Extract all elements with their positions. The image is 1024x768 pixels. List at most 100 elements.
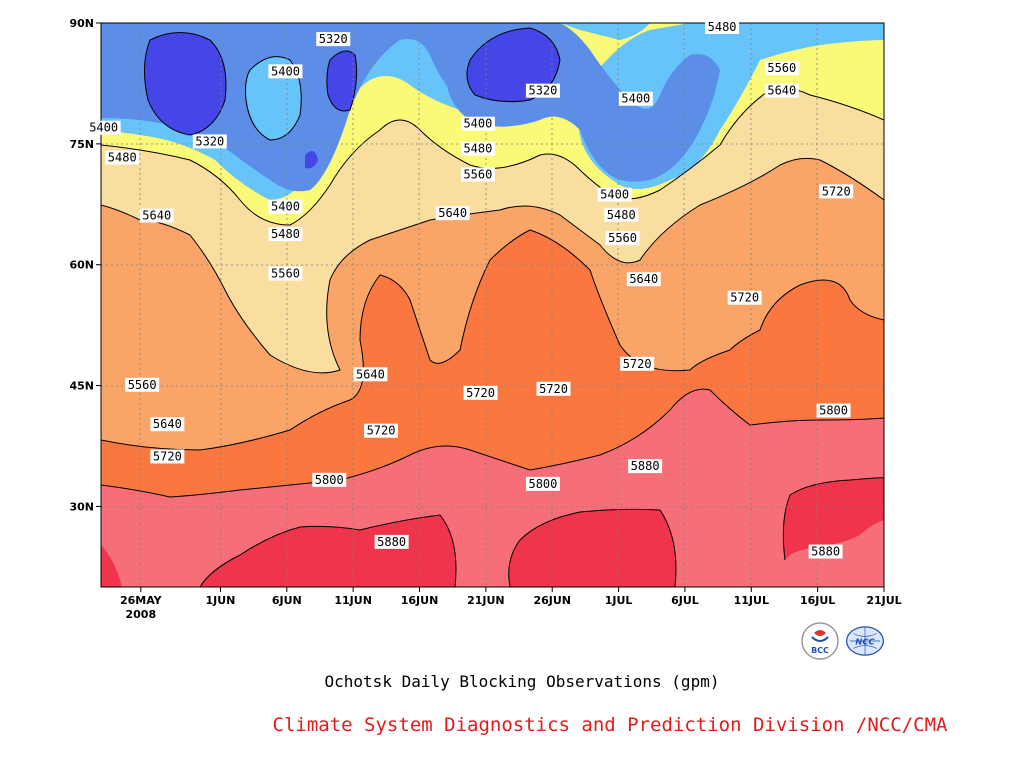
contour-label-box (618, 91, 653, 106)
contour-label: 5640 (438, 206, 467, 220)
contour-labels: 5320 5400 5400 5320 5480 5640 5400 5480 5560 5560… (86, 20, 854, 559)
contour-label: 5560 (128, 378, 157, 392)
bcc-logo: BCC (801, 622, 839, 660)
plot-area (101, 23, 884, 587)
contour-label: 5640 (356, 367, 385, 381)
contour-label: 5400 (89, 121, 118, 135)
contour-label-box (764, 61, 799, 76)
contour-label: 5400 (271, 64, 300, 78)
contour-label: 5640 (629, 272, 658, 286)
contour-label: 5880 (631, 459, 660, 473)
y-tick-label: 90N (69, 17, 94, 30)
x-tick-label: 1JUN (205, 594, 235, 607)
contour-label: 5560 (463, 167, 492, 181)
grid-lines (101, 23, 884, 587)
x-tick-label: 26JUN (533, 594, 571, 607)
band-gt-5880-c (783, 477, 884, 560)
contour-label-box (604, 207, 639, 222)
band-gt-5880-a (200, 515, 456, 587)
contour-label-box (353, 367, 388, 382)
contour-label-box (150, 417, 185, 432)
contour-label: 5800 (315, 473, 344, 487)
bcc-logo-text: BCC (811, 646, 829, 655)
contour-label-box (268, 266, 303, 281)
contour-label: 5880 (377, 535, 406, 549)
x-tick-label: 21JUN (467, 594, 505, 607)
contour-label-box (374, 534, 409, 549)
contour-label-box (312, 472, 347, 487)
contour-label: 5720 (539, 382, 568, 396)
contour-label: 5640 (767, 84, 796, 98)
contour-label-box (460, 141, 495, 156)
contour-label: 5320 (528, 84, 557, 98)
contour-lines (101, 27, 884, 587)
band-lt-5320-a (144, 32, 226, 135)
band-lt-5320-b (326, 51, 357, 111)
contour-label-box (626, 272, 661, 287)
contour-label: 5640 (153, 417, 182, 431)
contour-label: 5320 (195, 134, 224, 148)
chart-title: Ochotsk Daily Blocking Observations (gpm… (324, 672, 720, 691)
y-tick-label: 60N (69, 259, 94, 272)
contour-label-box (620, 356, 655, 371)
x-tick-label: 6JUL (671, 594, 699, 607)
contour-label: 5800 (528, 477, 557, 491)
contour-label-box (628, 459, 663, 474)
band-lt-5320-c (466, 28, 560, 102)
x-tick-label: 16JUL (800, 594, 835, 607)
contour-label: 5560 (767, 61, 796, 75)
y-tick-label: 30N (69, 500, 94, 513)
contour-label-box (105, 150, 140, 165)
contour-label-box (192, 134, 227, 149)
contour-label: 5720 (153, 449, 182, 463)
contour-label-box (435, 206, 470, 221)
contour-label-box (125, 377, 160, 392)
contour-label-box (460, 167, 495, 182)
x-tick-label: 21JUL (866, 594, 901, 607)
contour-label: 5880 (811, 545, 840, 559)
contour-label: 5400 (463, 117, 492, 131)
contour-label-box (808, 544, 843, 559)
contour-label-box (268, 199, 303, 214)
x-tick-label: 11JUN (334, 594, 372, 607)
band-gt-5880-b (508, 509, 676, 587)
contour-label-box (463, 385, 498, 400)
contour-label-box (525, 476, 560, 491)
x-tick-label: 11JUL (734, 594, 769, 607)
contour-label-box (727, 290, 762, 305)
contour-label: 5480 (463, 142, 492, 156)
y-tick-label: 75N (69, 138, 94, 151)
contour-label-box (525, 83, 560, 98)
contour-label-box (460, 116, 495, 131)
contour-label-box (536, 381, 571, 396)
contour-label: 5560 (608, 231, 637, 245)
contour-label-box (316, 32, 351, 47)
y-tick-label: 45N (69, 380, 94, 393)
contour-label: 5400 (271, 200, 300, 214)
contour-label-box (705, 20, 740, 35)
band-lt-5320-d (305, 151, 318, 169)
x-tick-label: 6JUN (272, 594, 302, 607)
contour-label: 5320 (319, 32, 348, 46)
ncc-logo: NCC (846, 626, 884, 656)
contour-label-box (597, 187, 632, 202)
contour-label: 5400 (621, 92, 650, 106)
contour-label: 5480 (607, 208, 636, 222)
contour-label: 5480 (271, 227, 300, 241)
chart-credit: Climate System Diagnostics and Predictio… (272, 714, 948, 736)
contour-label: 5800 (819, 404, 848, 418)
contour-label-box (268, 64, 303, 79)
contour-label-box (764, 83, 799, 98)
ncc-logo-text: NCC (855, 636, 875, 646)
contour-label-box (268, 227, 303, 242)
x-tick-label: 26MAY (120, 594, 163, 607)
contour-label: 5720 (367, 424, 396, 438)
x-tick-label: 1JUL (605, 594, 633, 607)
contour-label: 5560 (271, 267, 300, 281)
contour-label-box (364, 423, 399, 438)
contour-label-box (816, 403, 851, 418)
contour-label: 5720 (730, 291, 759, 305)
contour-label: 5480 (108, 151, 137, 165)
